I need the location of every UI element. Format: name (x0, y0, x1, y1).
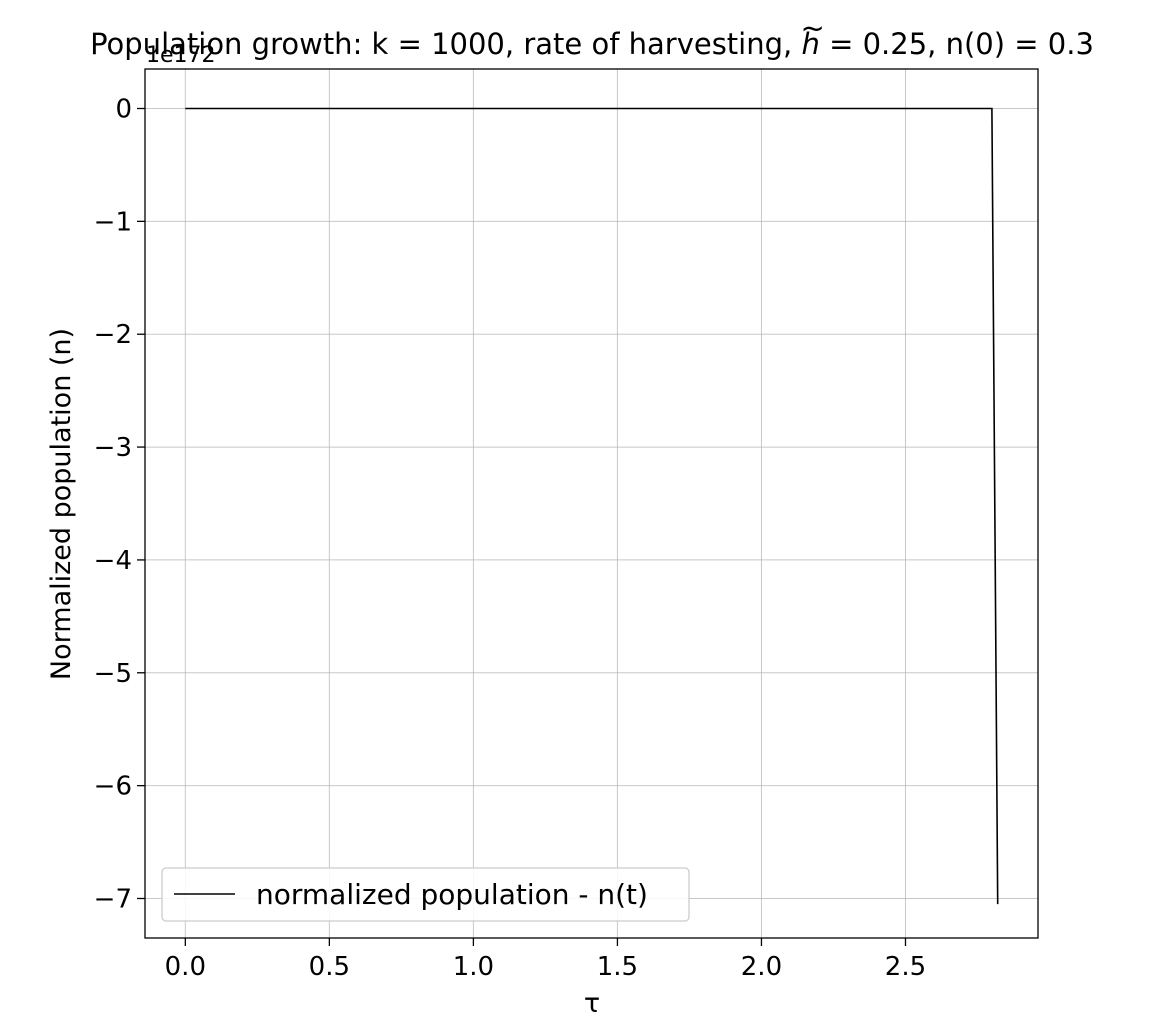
x-tick-label: 1.5 (597, 952, 638, 982)
x-tick-label: 1.0 (453, 952, 494, 982)
chart-title: Population growth: k = 1000, rate of har… (90, 27, 1094, 61)
series-layer (185, 107, 999, 905)
y-offset-label: 1e172 (146, 43, 216, 68)
y-axis-label: Normalized population (n) (46, 328, 77, 680)
y-tick-label: −1 (94, 207, 132, 237)
y-tick-label: −6 (94, 772, 132, 802)
y-tick-label: 0 (115, 95, 132, 125)
legend-label: normalized population - n(t) (256, 878, 648, 911)
y-tick-label: −2 (94, 320, 132, 350)
y-tick-label: −5 (94, 659, 132, 689)
plot-frame (144, 68, 1039, 939)
chart-title-prefix: Population growth: k = 1000, rate of har… (90, 27, 801, 61)
chart-title-suffix: = 0.25, n(0) = 0.3 (820, 27, 1094, 61)
grid (145, 69, 1038, 938)
y-tick-label: −3 (94, 433, 132, 463)
x-tick-label: 0.0 (165, 952, 206, 982)
x-axis-label: τ (584, 988, 600, 1019)
y-tick-label: −7 (94, 885, 132, 915)
chart-title-tilde: ~ (801, 11, 825, 45)
legend-box (161, 867, 690, 922)
x-tick-label: 2.5 (885, 952, 926, 982)
series-line (185, 107, 999, 905)
x-tick-label: 2.0 (741, 952, 782, 982)
ticks-layer: 0.0 0.5 1.0 1.5 2.0 2.5 0 −1 −2 −3 −4 −5 −6 −7 (94, 95, 926, 983)
chart-title-h: h (801, 27, 819, 61)
legend: normalized population - n(t) (161, 867, 690, 922)
y-tick-label: −4 (94, 546, 132, 576)
x-tick-label: 0.5 (309, 952, 350, 982)
